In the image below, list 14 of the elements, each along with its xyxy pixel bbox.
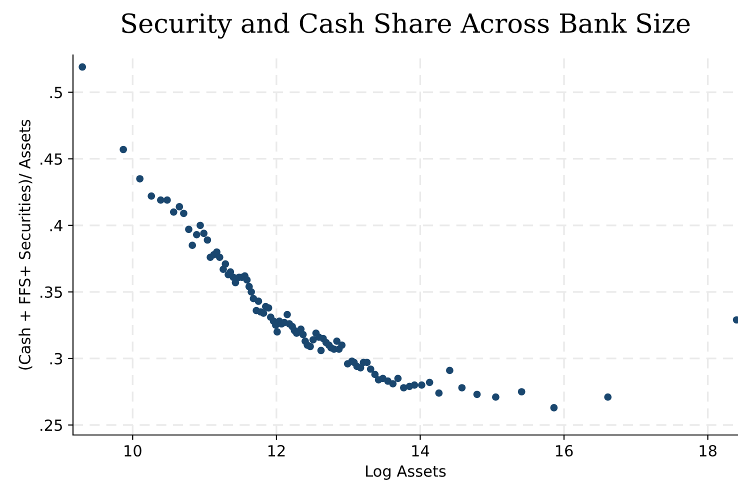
- y-tick-label: .25: [40, 419, 62, 432]
- x-tick-label: 14: [412, 445, 430, 456]
- x-tick-label: 12: [268, 444, 285, 456]
- chart-title: Security and Cash Share Across Bank Size: [122, 12, 690, 39]
- y-tick-label: .45: [40, 153, 62, 165]
- y-axis-title: (Cash + FFS+ Securities)/ Assets: [18, 120, 32, 370]
- y-tick-label: .35: [40, 286, 62, 298]
- x-tick-label: 10: [124, 444, 142, 457]
- x-tick-label: 16: [556, 444, 573, 457]
- x-tick-label: 18: [700, 444, 716, 457]
- x-axis-title: Log Assets: [366, 466, 446, 480]
- y-tick-label: .3: [50, 352, 62, 364]
- y-tick-label: .4: [50, 220, 62, 232]
- y-tick-label: .5: [50, 86, 62, 98]
